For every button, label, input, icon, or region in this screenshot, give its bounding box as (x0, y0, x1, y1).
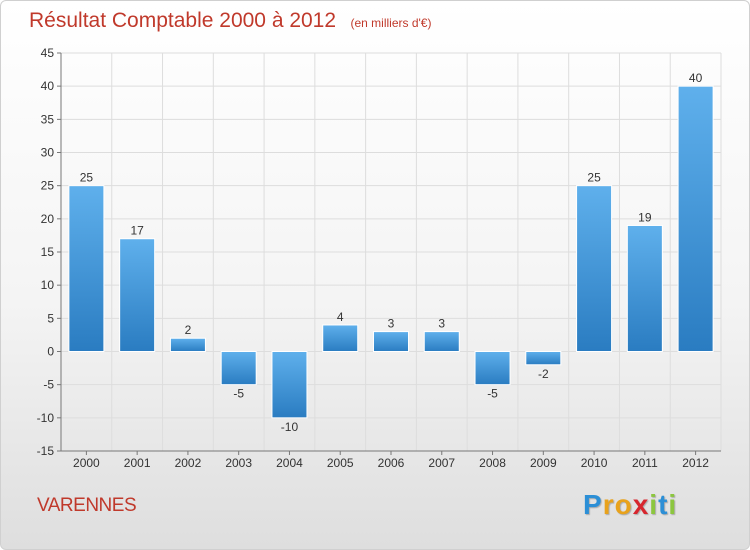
value-label-2007: 3 (438, 317, 445, 331)
value-label-2002: 2 (185, 323, 192, 337)
y-tick-label: 10 (41, 278, 55, 292)
x-tick-label-2006: 2006 (378, 456, 405, 470)
x-tick-label-2001: 2001 (124, 456, 151, 470)
value-label-2011: 19 (638, 210, 652, 224)
y-tick-label: -5 (43, 378, 54, 392)
logo-letter: i (649, 489, 659, 520)
value-label-2004: -10 (281, 420, 299, 434)
bar-2002 (169, 337, 206, 353)
x-tick-label-2005: 2005 (327, 456, 354, 470)
y-tick-label: -10 (37, 411, 55, 425)
bar-2005 (322, 324, 359, 353)
value-label-2009: -2 (538, 367, 549, 381)
bar-2000 (68, 185, 105, 352)
bar-2012 (677, 85, 714, 353)
bar-2001 (119, 238, 156, 353)
y-tick-label: 0 (47, 345, 54, 359)
value-label-2012: 40 (689, 71, 703, 85)
x-tick-label-2012: 2012 (682, 456, 709, 470)
y-tick-label: 40 (41, 79, 55, 93)
bar-2006 (373, 331, 409, 353)
x-tick-label-2008: 2008 (479, 456, 506, 470)
x-tick-label-2009: 2009 (530, 456, 557, 470)
value-label-2001: 17 (130, 224, 144, 238)
bar-2010 (576, 185, 613, 352)
bar-2007 (423, 331, 460, 353)
bar-2011 (626, 224, 663, 352)
x-tick-label-2010: 2010 (581, 456, 608, 470)
value-label-2005: 4 (337, 310, 344, 324)
y-tick-label: -15 (37, 444, 55, 458)
logo-letter: t (658, 489, 669, 520)
x-tick-label-2004: 2004 (276, 456, 303, 470)
y-tick-label: 30 (41, 146, 55, 160)
bar-2003 (220, 351, 257, 386)
logo-letter: P (583, 489, 603, 520)
y-tick-label: 45 (41, 46, 55, 60)
chart-title-main: Résultat Comptable 2000 à 2012 (29, 9, 337, 32)
x-tick-label-2011: 2011 (632, 456, 658, 470)
bar-2004 (271, 351, 308, 419)
value-label-2003: -5 (233, 387, 244, 401)
y-tick-label: 15 (41, 245, 55, 259)
y-tick-label: 35 (41, 112, 55, 126)
y-tick-label: 25 (41, 179, 55, 193)
value-label-2000: 25 (80, 171, 94, 185)
x-tick-label-2003: 2003 (225, 456, 252, 470)
value-label-2006: 3 (388, 317, 395, 331)
value-label-2010: 25 (587, 171, 601, 185)
x-tick-label-2002: 2002 (175, 456, 202, 470)
chart-title: Résultat Comptable 2000 à 2012 (en milli… (29, 9, 431, 33)
bar-2009 (525, 351, 562, 366)
logo-letter: o (614, 489, 633, 520)
proxiti-logo: Proxiti (583, 489, 677, 521)
y-tick-label: 5 (47, 311, 54, 325)
x-tick-label-2007: 2007 (428, 456, 455, 470)
logo-letter: x (632, 489, 650, 520)
x-tick-label-2000: 2000 (73, 456, 100, 470)
town-name: VARENNES (37, 495, 137, 516)
value-label-2008: -5 (487, 387, 498, 401)
y-tick-label: 20 (41, 212, 55, 226)
logo-letter: i (668, 489, 678, 520)
chart-unit-label: (en milliers d'€) (350, 16, 432, 30)
logo-letter: r (602, 489, 615, 520)
bar-2008 (474, 351, 511, 386)
